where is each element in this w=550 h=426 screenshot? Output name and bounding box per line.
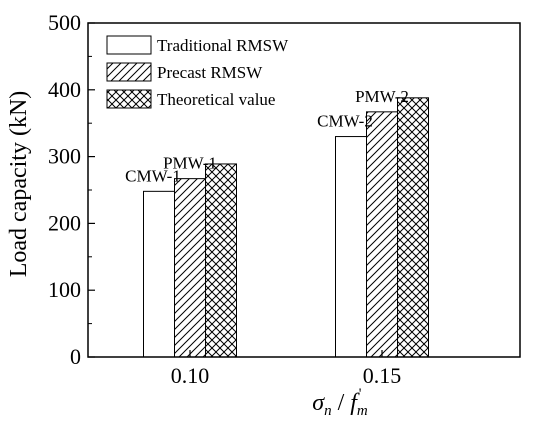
bars-group xyxy=(143,97,429,358)
x-tick-label: 0.15 xyxy=(363,363,402,388)
x-title-sub-n: n xyxy=(324,403,332,419)
y-axis-title: Load capacity (kN) xyxy=(6,91,32,278)
y-tick-label: 400 xyxy=(48,77,81,102)
bar-annotation: PMW-1 xyxy=(163,154,217,173)
x-axis-title: σn / fm' xyxy=(312,386,368,419)
x-tick-label: 0.10 xyxy=(171,363,210,388)
bar-2-0.10 xyxy=(174,178,206,358)
x-title-sigma: σ xyxy=(312,390,325,416)
y-tick-label: 0 xyxy=(70,344,81,369)
x-title-sub-m: m xyxy=(357,403,368,419)
bar-1-0.15 xyxy=(335,136,367,358)
y-tick-label: 100 xyxy=(48,277,81,302)
bar-1-0.10 xyxy=(143,190,175,358)
x-title-prime: ' xyxy=(359,386,362,402)
x-title-separator: / xyxy=(332,390,351,416)
y-tick-label: 300 xyxy=(48,144,81,169)
bar-annotation: CMW-2 xyxy=(317,112,373,131)
bar-annotation: CMW-1 xyxy=(125,166,181,185)
bar-3-0.15 xyxy=(397,97,429,358)
legend-label: Traditional RMSW xyxy=(157,36,289,55)
legend-swatch xyxy=(106,62,152,82)
legend-swatch xyxy=(106,89,152,109)
bar-annotation: PMW-2 xyxy=(355,87,409,106)
bar-3-0.10 xyxy=(205,163,237,358)
legend-swatch xyxy=(106,35,152,55)
y-tick-label: 200 xyxy=(48,210,81,235)
y-tick-label: 500 xyxy=(48,10,81,35)
bar-2-0.15 xyxy=(366,111,398,358)
legend: Traditional RMSW Precast RMSW Theoretical … xyxy=(106,35,289,109)
x-title-f: f xyxy=(350,390,360,416)
axes-group: 0 100 200 300 400 500 0.10 0.15 xyxy=(48,10,401,388)
legend-label: Precast RMSW xyxy=(157,63,263,82)
legend-label: Theoretical value xyxy=(157,90,275,109)
